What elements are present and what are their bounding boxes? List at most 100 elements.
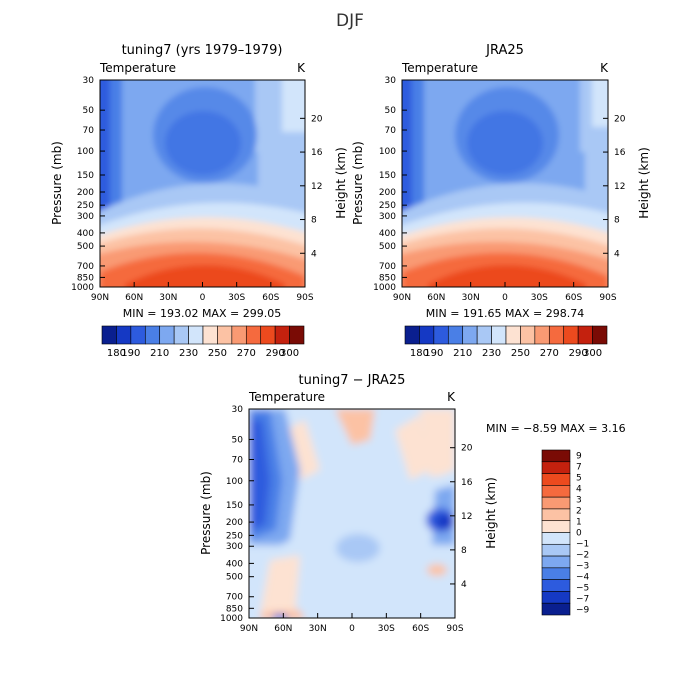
y-tick-label: 400 bbox=[379, 229, 396, 239]
colorbar-box bbox=[130, 325, 146, 345]
colorbar-label: 210 bbox=[453, 348, 472, 359]
y-tick-label: 300 bbox=[379, 212, 396, 222]
colorbar-label: 1 bbox=[576, 518, 582, 528]
colorbar-label: 270 bbox=[237, 348, 256, 359]
y-tick-label: 250 bbox=[77, 201, 94, 211]
colorbar-box bbox=[577, 325, 593, 345]
height-tick-label: 20 bbox=[614, 114, 626, 124]
y-tick-label: 150 bbox=[379, 171, 396, 181]
colorbar-label: 300 bbox=[280, 348, 299, 359]
y-tick-label: 250 bbox=[379, 201, 396, 211]
colorbar-box bbox=[433, 325, 449, 345]
colorbar-label: 180 bbox=[410, 348, 429, 359]
x-tick-label: 30S bbox=[531, 293, 548, 303]
y-tick-label: 700 bbox=[77, 262, 94, 272]
y-tick-label: 70 bbox=[232, 456, 244, 466]
panel-model-title: tuning7 (yrs 1979–1979) bbox=[122, 43, 283, 58]
colorbar-label: 9 bbox=[576, 452, 582, 462]
x-tick-label: 30N bbox=[309, 624, 327, 634]
colorbar-label: 7 bbox=[576, 463, 582, 473]
colorbar-box bbox=[476, 325, 492, 345]
panel-difference: tuning7 − JRA25 Temperature K bbox=[199, 373, 626, 634]
colorbar-label: 3 bbox=[576, 496, 582, 506]
x-tick-label: 0 bbox=[502, 293, 508, 303]
y-tick-label: 300 bbox=[226, 542, 243, 552]
height-tick-label: 4 bbox=[461, 580, 467, 590]
height-tick-label: 12 bbox=[311, 182, 322, 192]
y-tick-label: 100 bbox=[226, 477, 243, 487]
x-tick-label: 60N bbox=[427, 293, 445, 303]
panel-difference-variable: Temperature bbox=[248, 390, 325, 404]
colorbar-box bbox=[404, 325, 420, 345]
colorbar-box bbox=[260, 325, 276, 345]
panel-model-variable: Temperature bbox=[99, 61, 176, 75]
y-tick-label: 700 bbox=[379, 262, 396, 272]
colorbar-box bbox=[541, 461, 571, 474]
x-tick-label: 90N bbox=[240, 624, 258, 634]
colorbar-box bbox=[541, 520, 571, 533]
y-tick-label: 500 bbox=[226, 573, 243, 583]
colorbar-box bbox=[548, 325, 565, 345]
colorbar-box bbox=[541, 602, 571, 616]
x-tick-label: 30N bbox=[159, 293, 177, 303]
colorbar-label: −3 bbox=[576, 562, 589, 572]
y-tick-label: 300 bbox=[77, 212, 94, 222]
colorbar-box bbox=[217, 325, 233, 345]
colorbar-box bbox=[541, 496, 571, 510]
colorbar-box bbox=[541, 567, 571, 580]
colorbar-label: 300 bbox=[583, 348, 602, 359]
y-tick-label: 850 bbox=[379, 273, 396, 283]
colorbar-label: 230 bbox=[179, 348, 198, 359]
colorbar-box bbox=[541, 508, 571, 522]
colorbar-label: 190 bbox=[121, 348, 140, 359]
panel-model-field bbox=[100, 80, 305, 287]
y-tick-label: 400 bbox=[226, 559, 243, 569]
panel-model-ylabel-right: Height (km) bbox=[334, 147, 348, 218]
x-tick-label: 60N bbox=[274, 624, 292, 634]
y-tick-label: 700 bbox=[226, 593, 243, 603]
height-tick-label: 4 bbox=[311, 249, 317, 259]
colorbar-label: 290 bbox=[266, 348, 285, 359]
y-tick-label: 100 bbox=[379, 147, 396, 157]
colorbar-box bbox=[289, 325, 305, 345]
y-tick-label: 30 bbox=[232, 405, 244, 415]
x-tick-label: 90N bbox=[393, 293, 411, 303]
colorbar-label: 0 bbox=[576, 529, 582, 539]
colorbar-box bbox=[202, 325, 218, 345]
height-tick-label: 12 bbox=[614, 182, 625, 192]
colorbar-label: 180 bbox=[107, 348, 126, 359]
colorbar-box bbox=[505, 325, 521, 345]
colorbar-label: 5 bbox=[576, 474, 582, 484]
panel-reanalysis-stats: MIN = 191.65 MAX = 298.74 bbox=[426, 307, 584, 320]
x-tick-label: 30S bbox=[378, 624, 395, 634]
y-tick-label: 50 bbox=[385, 106, 397, 116]
x-tick-label: 60S bbox=[262, 293, 279, 303]
y-tick-label: 70 bbox=[385, 126, 397, 136]
x-tick-label: 0 bbox=[349, 624, 355, 634]
colorbar-label: 270 bbox=[540, 348, 559, 359]
colorbar-label: 230 bbox=[482, 348, 501, 359]
colorbar-label: 250 bbox=[208, 348, 227, 359]
panel-reanalysis-title: JRA25 bbox=[485, 43, 524, 58]
height-tick-label: 16 bbox=[461, 478, 473, 488]
colorbar-box bbox=[541, 555, 571, 569]
panel-reanalysis-units: K bbox=[600, 61, 609, 75]
colorbar-box bbox=[592, 325, 608, 345]
colorbar-box bbox=[541, 579, 571, 592]
panel-model-ylabel: Pressure (mb) bbox=[50, 141, 64, 225]
colorbar-label: 210 bbox=[150, 348, 169, 359]
colorbar-box bbox=[188, 325, 204, 345]
figure-title: DJF bbox=[336, 11, 364, 31]
panel-model-axes: 90N 60N 30N 0 30S 60S 90S 30 50 70 100 150 200 250300… bbox=[71, 76, 323, 303]
colorbar-box bbox=[419, 325, 435, 345]
colorbar-box bbox=[541, 532, 571, 545]
height-tick-label: 4 bbox=[614, 249, 620, 259]
colorbar-box bbox=[541, 543, 571, 557]
height-tick-label: 16 bbox=[311, 148, 323, 158]
colorbar-box bbox=[541, 591, 571, 604]
x-tick-label: 60S bbox=[412, 624, 429, 634]
y-tick-label: 30 bbox=[385, 76, 397, 86]
panel-reanalysis-ylabel-right: Height (km) bbox=[637, 147, 651, 218]
x-tick-label: 30S bbox=[228, 293, 245, 303]
colorbar-box bbox=[563, 325, 579, 345]
